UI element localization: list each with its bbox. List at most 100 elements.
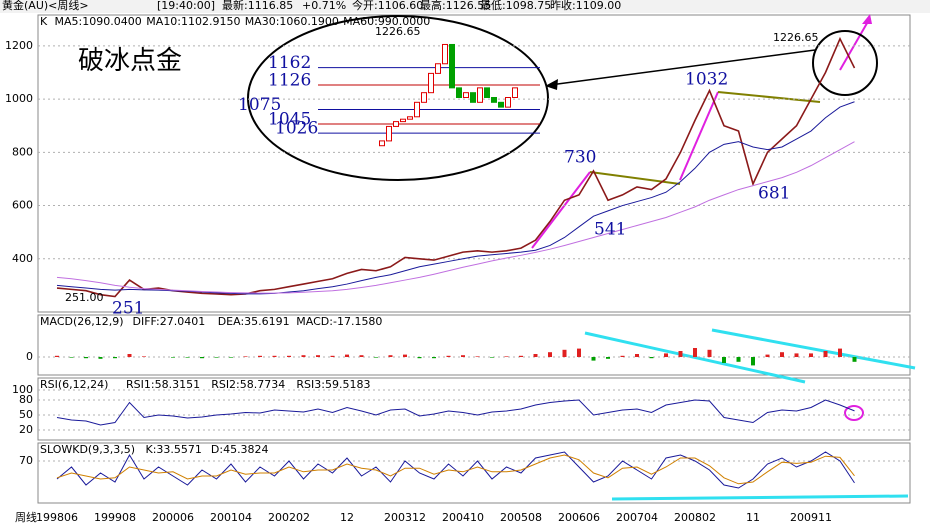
- macd-bar: [809, 353, 813, 357]
- x-tick-label: 200508: [500, 511, 542, 524]
- inset-candle: [393, 121, 399, 127]
- macd-bar: [838, 348, 842, 357]
- x-tick-label: 200606: [558, 511, 600, 524]
- macd-bar: [287, 355, 291, 357]
- macd-bar: [664, 353, 668, 357]
- macd-bar: [635, 354, 639, 357]
- quote-item: +0.71%: [302, 0, 346, 12]
- annotation: 1032: [685, 70, 728, 90]
- macd-bar: [330, 355, 335, 357]
- series-line: [56, 451, 855, 489]
- macd-bar: [316, 355, 320, 357]
- annotation: 破冰点金: [78, 46, 182, 76]
- inset-candle: [407, 116, 413, 120]
- macd-bar: [127, 354, 132, 357]
- annotation: 1226.65: [773, 31, 819, 44]
- y-tick-label: 1200: [5, 39, 33, 52]
- macd-bar: [374, 357, 378, 358]
- macd-bar: [475, 356, 480, 357]
- legend-entry: D:45.3824: [211, 443, 269, 456]
- level-label: 1045: [268, 110, 311, 130]
- y-tick-label: 400: [12, 252, 33, 265]
- legend-entry: MA30:1060.1900: [245, 15, 339, 28]
- inset-candle: [435, 63, 441, 74]
- x-axis-label: 周线: [15, 510, 37, 524]
- macd-bar: [620, 355, 625, 357]
- macd-bar: [591, 357, 596, 361]
- legend-entry: MA60:990.0000: [343, 15, 430, 28]
- macd-bar: [678, 351, 683, 357]
- x-tick-label: 200911: [790, 511, 832, 524]
- macd-bar: [751, 357, 755, 366]
- macd-bar: [185, 357, 190, 358]
- macd-bar: [171, 357, 175, 358]
- inset-candle: [414, 101, 420, 118]
- macd-bar: [722, 357, 726, 363]
- series-line: [56, 36, 856, 298]
- macd-bar: [519, 355, 523, 357]
- inset-candle: [421, 92, 427, 103]
- macd-bar: [345, 354, 349, 357]
- inset-candle: [442, 43, 448, 65]
- macd-bar: [461, 355, 465, 357]
- macd-bar: [272, 355, 277, 357]
- x-tick-label: 199806: [36, 511, 78, 524]
- macd-bar: [142, 356, 146, 357]
- panel-title: RSI(6,12,24): [40, 378, 108, 391]
- macd-bar: [649, 357, 654, 359]
- level-label: 1075: [238, 95, 281, 115]
- inset-candle: [491, 97, 497, 103]
- inset-candle: [463, 92, 469, 99]
- inset-candle: [470, 92, 476, 103]
- y-tick-label: 100: [12, 383, 33, 396]
- macd-bar: [707, 349, 712, 357]
- legend-entry: MACD:-17.1580: [296, 315, 382, 328]
- y-tick-label: 20: [19, 423, 33, 436]
- x-tick-label: 200802: [674, 511, 716, 524]
- macd-bar: [765, 354, 770, 357]
- level-label: 1126: [268, 70, 311, 90]
- quote-item: 今开:1106.60: [352, 0, 423, 12]
- series-line: [56, 399, 855, 426]
- macd-bar: [359, 355, 364, 357]
- y-tick-label: 50: [19, 408, 33, 421]
- quote-item: 最低:1098.75: [480, 0, 551, 12]
- annotation: 681: [758, 184, 790, 204]
- macd-bar: [417, 357, 422, 359]
- macd-bar: [301, 355, 306, 357]
- legend-entry: DEA:35.6191: [218, 315, 290, 328]
- inset-candle: [428, 72, 434, 94]
- legend-entry: RSI1:58.3151: [126, 378, 200, 391]
- symbol: 黄金(AU)<周线>: [2, 0, 89, 12]
- macd-bar: [577, 348, 581, 357]
- inset-candle: [400, 118, 406, 123]
- macd-bar: [446, 355, 451, 357]
- y-tick-label: 1000: [5, 92, 33, 105]
- header-bar: [0, 0, 930, 13]
- macd-bar: [432, 357, 436, 359]
- panel-title: MACD(26,12,9): [40, 315, 124, 328]
- annotation: 730: [564, 148, 596, 168]
- macd-bar: [98, 357, 103, 359]
- x-tick-label: 200312: [384, 511, 426, 524]
- drawings: [247, 14, 916, 501]
- legend-entry: DIFF:27.0401: [133, 315, 206, 328]
- series-line: [56, 101, 855, 295]
- macd-bar: [693, 348, 697, 357]
- macd-bar: [823, 351, 828, 357]
- x-tick-label: 200006: [152, 511, 194, 524]
- macd-bar: [504, 356, 509, 357]
- y-tick-label: 70: [19, 454, 33, 467]
- inset-candle: [379, 140, 385, 147]
- level-label: 1026: [275, 119, 318, 139]
- inset-candle: [456, 87, 462, 98]
- x-tick-label: 12: [340, 511, 354, 524]
- annotation: 541: [594, 220, 626, 240]
- macd-bar: [562, 349, 567, 357]
- series-line: [56, 141, 855, 294]
- macd-bar: [200, 357, 204, 359]
- legend-entry: K:33.5571: [146, 443, 202, 456]
- annotation: 251: [112, 299, 144, 319]
- quote-item: 昨收:1109.00: [550, 0, 621, 12]
